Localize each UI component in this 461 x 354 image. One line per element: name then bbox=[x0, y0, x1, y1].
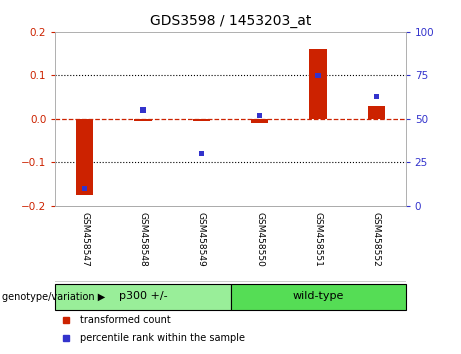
Text: GSM458552: GSM458552 bbox=[372, 212, 381, 267]
Text: GSM458549: GSM458549 bbox=[197, 212, 206, 267]
Text: percentile rank within the sample: percentile rank within the sample bbox=[80, 333, 245, 343]
Bar bbox=[368, 106, 385, 119]
Bar bbox=[257, 113, 262, 118]
Bar bbox=[199, 151, 204, 156]
Text: GSM458548: GSM458548 bbox=[138, 212, 148, 267]
Text: GSM458551: GSM458551 bbox=[313, 212, 323, 267]
Bar bbox=[193, 119, 210, 121]
FancyBboxPatch shape bbox=[230, 284, 406, 310]
Text: genotype/variation ▶: genotype/variation ▶ bbox=[2, 292, 106, 302]
Bar bbox=[315, 73, 321, 78]
Text: p300 +/-: p300 +/- bbox=[118, 291, 167, 301]
Bar bbox=[140, 108, 146, 113]
FancyBboxPatch shape bbox=[55, 284, 230, 310]
Bar bbox=[374, 93, 379, 99]
Bar bbox=[251, 119, 268, 123]
Text: transformed count: transformed count bbox=[80, 315, 171, 325]
Bar bbox=[76, 119, 93, 195]
Text: GSM458547: GSM458547 bbox=[80, 212, 89, 267]
Text: GSM458550: GSM458550 bbox=[255, 212, 264, 267]
Bar bbox=[82, 186, 87, 191]
Text: wild-type: wild-type bbox=[292, 291, 344, 301]
Title: GDS3598 / 1453203_at: GDS3598 / 1453203_at bbox=[150, 14, 311, 28]
Bar bbox=[309, 49, 327, 119]
Bar bbox=[134, 119, 152, 121]
